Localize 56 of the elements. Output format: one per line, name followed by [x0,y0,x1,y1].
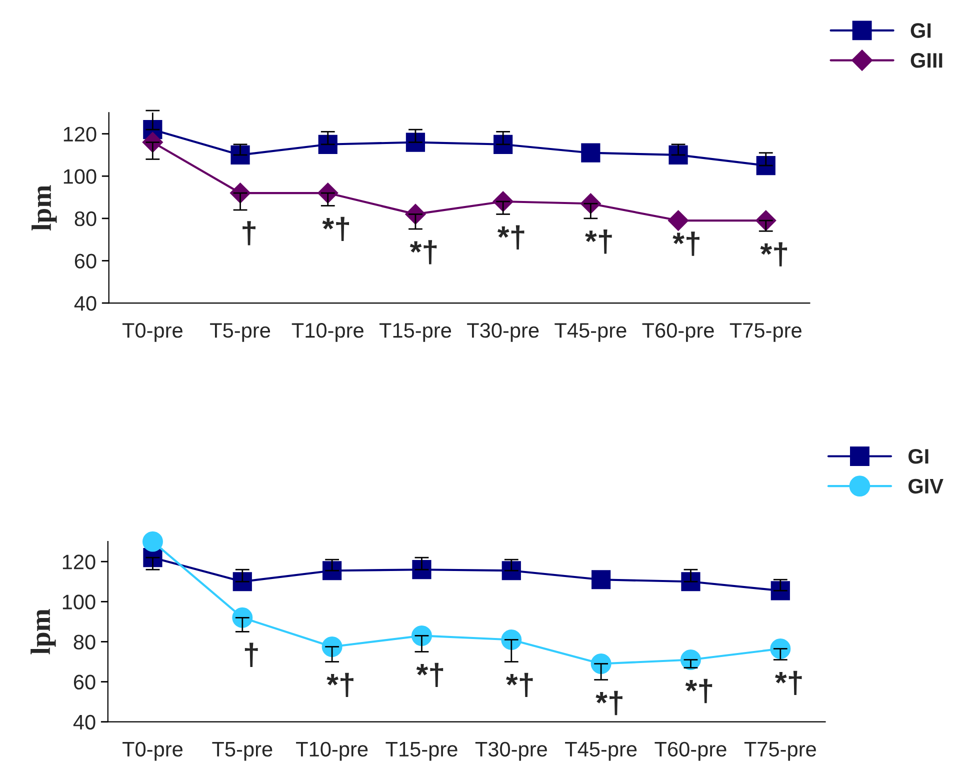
x-tick-label: T15-pre [379,323,452,342]
x-tick-label: T10-pre [292,323,364,342]
point [756,156,776,176]
y-tick-label: 120 [64,126,96,142]
y-tick-label: 40 [73,714,96,730]
y-tick-label: 120 [62,554,96,570]
point [230,145,250,165]
x-tick-label: T30-pre [467,323,539,342]
point [142,531,163,552]
annotation: *† [497,225,524,250]
point [681,572,700,592]
point [581,143,600,162]
x-tick-label: T30-pre [475,742,547,761]
annotation: *† [322,216,350,242]
annotation: *† [585,230,612,254]
point [406,132,426,152]
point [592,570,611,590]
annotation: † [244,642,258,668]
x-tick-label: T5-pre [212,742,272,761]
y-tick-label: 80 [74,634,96,650]
x-tick-label: T45-pre [565,742,637,761]
annotation: *† [685,678,712,704]
annotation: *† [672,232,700,256]
y-tick-label: 60 [74,254,96,268]
annotation: *† [760,242,788,266]
x-tick-label: T15-pre [386,742,458,761]
legend-label: GI [908,448,928,464]
legend-label: GIV [908,478,944,494]
annotation: *† [596,690,622,716]
y-tick-label: 100 [62,594,96,610]
y-tick-label: 40 [74,296,96,311]
y-axis-title: lpm [30,609,56,654]
annotation: *† [410,240,437,264]
x-tick-label: T10-pre [296,742,368,761]
annotation: *† [775,670,802,696]
y-tick-label: 100 [64,169,96,184]
point [668,145,688,165]
x-tick-label: T75-pre [744,742,816,761]
point [412,560,432,580]
x-tick-label: T60-pre [654,742,726,761]
annotation: *† [326,672,354,698]
x-tick-label: T45-pre [554,323,626,342]
point [668,210,689,231]
y-tick-label: 80 [74,211,96,226]
legend-label: GIII [910,53,942,68]
legend-label: GI [910,23,931,38]
annotation: † [242,221,256,246]
annotation: *† [416,662,444,688]
x-tick-label: T0-pre [122,323,182,342]
y-tick-label: 60 [74,674,96,690]
x-tick-label: T60-pre [642,323,714,342]
x-tick-label: T5-pre [210,323,270,342]
annotation: *† [506,672,533,698]
x-tick-label: T0-pre [122,742,182,761]
y-axis-title: lpm [32,185,57,230]
x-tick-label: T75-pre [730,323,802,342]
